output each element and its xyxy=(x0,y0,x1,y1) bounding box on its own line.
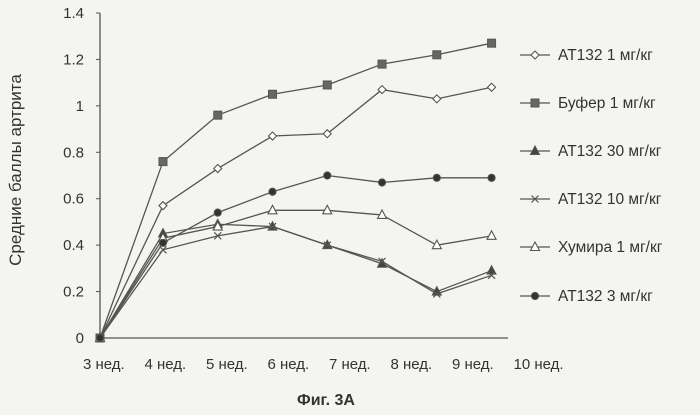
data-point xyxy=(214,165,222,173)
legend-item: AT132 30 мг/кг xyxy=(520,143,662,160)
legend-label: AT132 1 мг/кг xyxy=(558,47,653,64)
data-point xyxy=(433,95,441,103)
legend-marker xyxy=(531,292,538,299)
legend-label: AT132 3 мг/кг xyxy=(558,288,653,305)
x-tick-label: 6 нед. xyxy=(268,356,310,373)
data-point xyxy=(324,172,331,179)
data-point xyxy=(269,188,276,195)
data-point xyxy=(488,83,496,91)
data-point xyxy=(433,51,441,59)
data-point xyxy=(96,334,103,341)
legend-item: AT132 10 мг/кг xyxy=(520,191,662,208)
legend: AT132 1 мг/кг Буфер 1 мг/кг AT132 30 мг/кг… xyxy=(520,47,663,305)
data-point xyxy=(378,179,385,186)
series-6 xyxy=(96,172,495,342)
series-2 xyxy=(96,39,496,342)
series-1 xyxy=(96,83,496,342)
y-tick-labels: 0 0.2 0.4 0.6 0.8 1 1.2 1.4 xyxy=(63,5,100,347)
data-point xyxy=(488,39,496,47)
legend-label: AT132 10 мг/кг xyxy=(558,191,662,208)
legend-marker xyxy=(531,51,539,59)
data-point xyxy=(159,202,167,210)
data-point xyxy=(269,90,277,98)
y-tick-label: 0.4 xyxy=(63,237,84,254)
series-line xyxy=(100,210,492,338)
series-layer xyxy=(96,39,497,342)
data-point xyxy=(159,158,167,166)
data-point xyxy=(323,81,331,89)
data-point xyxy=(488,174,495,181)
y-tick-label: 1.2 xyxy=(63,51,84,68)
data-point xyxy=(323,205,332,214)
y-tick-label: 0.8 xyxy=(63,144,84,161)
data-point xyxy=(214,111,222,119)
legend-label: Хумира 1 мг/кг xyxy=(558,239,663,256)
legend-marker xyxy=(531,146,540,155)
x-tick-labels: 3 нед. 4 нед. 5 нед. 6 нед. 7 нед. 8 нед. 9 не… xyxy=(83,356,564,373)
x-tick-label: 7 нед. xyxy=(329,356,371,373)
legend-item: Хумира 1 мг/кг xyxy=(520,239,663,256)
chart-axes xyxy=(100,13,508,338)
x-tick-label: 4 нед. xyxy=(145,356,187,373)
x-tick-label: 5 нед. xyxy=(206,356,248,373)
data-point xyxy=(268,205,277,214)
y-tick-label: 0.2 xyxy=(63,284,84,301)
legend-item: Буфер 1 мг/кг xyxy=(520,95,656,112)
series-5 xyxy=(96,205,497,341)
series-3 xyxy=(96,219,497,341)
data-point xyxy=(214,209,221,216)
x-tick-label: 8 нед. xyxy=(391,356,433,373)
x-tick-label: 3 нед. xyxy=(83,356,125,373)
series-line xyxy=(100,87,492,338)
legend-marker xyxy=(531,242,540,251)
data-point xyxy=(159,239,166,246)
y-tick-label: 1.4 xyxy=(63,5,84,22)
y-tick-label: 0.6 xyxy=(63,191,84,208)
legend-label: AT132 30 мг/кг xyxy=(558,143,662,160)
figure-caption: Фиг. 3A xyxy=(297,392,355,409)
data-point xyxy=(378,60,386,68)
data-point xyxy=(269,132,277,140)
legend-item: AT132 1 мг/кг xyxy=(520,47,653,64)
y-tick-label: 0 xyxy=(76,330,84,347)
legend-marker xyxy=(531,99,539,107)
series-4 xyxy=(97,223,496,341)
data-point xyxy=(433,174,440,181)
legend-item: AT132 3 мг/кг xyxy=(520,288,653,305)
x-tick-label: 9 нед. xyxy=(452,356,494,373)
data-point xyxy=(487,231,496,240)
legend-label: Буфер 1 мг/кг xyxy=(558,95,656,112)
x-tick-label: 10 нед. xyxy=(514,356,564,373)
y-tick-label: 1 xyxy=(76,98,84,115)
y-axis-label: Средние баллы артрита xyxy=(6,74,25,266)
